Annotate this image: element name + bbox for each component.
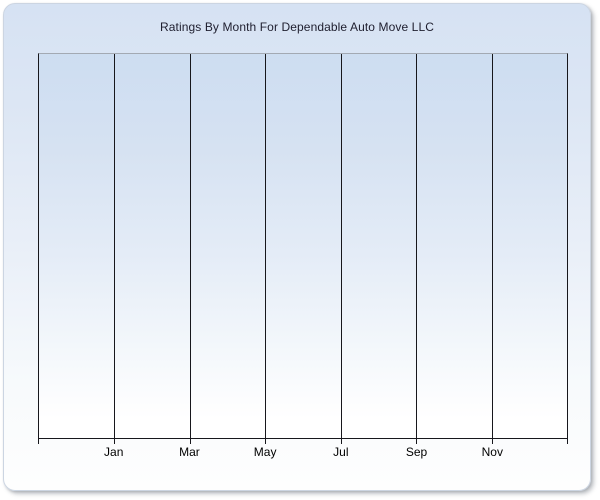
- vertical-gridline: [491, 54, 493, 438]
- x-axis-label: Jul: [333, 445, 349, 459]
- x-axis-tick: [265, 439, 267, 444]
- chart-title: Ratings By Month For Dependable Auto Mov…: [160, 20, 434, 34]
- vertical-gridline: [340, 54, 342, 438]
- vertical-gridline: [416, 54, 418, 438]
- x-axis-label: Mar: [179, 445, 200, 459]
- x-axis-tick: [189, 439, 191, 444]
- plot-area: [38, 53, 568, 444]
- vertical-gridline: [114, 54, 116, 438]
- x-axis-label: May: [253, 445, 277, 459]
- x-axis-label: Nov: [481, 445, 503, 459]
- x-axis-tick: [340, 439, 342, 444]
- x-axis-tick: [38, 439, 39, 444]
- x-axis-tick: [567, 439, 568, 444]
- x-axis-label: Jan: [104, 445, 124, 459]
- x-axis-labels: Jan Mar May Jul Sep Nov: [38, 445, 568, 461]
- chart-panel: Ratings By Month For Dependable Auto Mov…: [3, 3, 591, 491]
- vertical-gridline: [189, 54, 191, 438]
- x-axis-label: Sep: [405, 445, 428, 459]
- x-axis-tick: [491, 439, 493, 444]
- x-axis-tick: [416, 439, 418, 444]
- vertical-gridline: [265, 54, 267, 438]
- x-axis-tick: [114, 439, 116, 444]
